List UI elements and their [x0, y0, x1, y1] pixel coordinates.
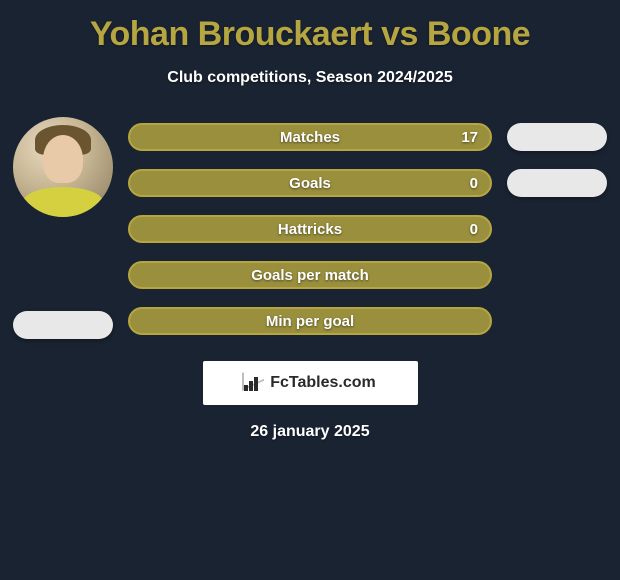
comparison-grid: Matches 17 Goals 0 Hattricks 0 Goals per… [0, 117, 620, 339]
stat-value: 0 [470, 221, 478, 238]
stat-row-goals: Goals 0 [128, 169, 492, 197]
avatar-face [43, 135, 83, 183]
chart-icon [244, 373, 264, 393]
stat-label: Matches [280, 129, 340, 146]
stat-row-matches: Matches 17 [128, 123, 492, 151]
subtitle: Club competitions, Season 2024/2025 [0, 69, 620, 87]
date-label: 26 january 2025 [0, 423, 620, 441]
stat-label: Min per goal [266, 313, 354, 330]
left-indicator-pill [13, 311, 113, 339]
page-title: Yohan Brouckaert vs Boone [0, 15, 620, 54]
stat-row-goals-per-match: Goals per match [128, 261, 492, 289]
stat-value: 17 [461, 129, 478, 146]
stat-value: 0 [470, 175, 478, 192]
player-left-avatar [13, 117, 113, 217]
brand-box[interactable]: FcTables.com [203, 361, 418, 405]
stat-row-min-per-goal: Min per goal [128, 307, 492, 335]
stat-label: Goals [289, 175, 331, 192]
brand-text: FcTables.com [270, 374, 376, 392]
player-left-column [8, 117, 118, 339]
right-indicator-pill [507, 169, 607, 197]
stat-label: Hattricks [278, 221, 342, 238]
stats-column: Matches 17 Goals 0 Hattricks 0 Goals per… [128, 117, 492, 335]
stat-row-hattricks: Hattricks 0 [128, 215, 492, 243]
stat-label: Goals per match [251, 267, 369, 284]
player-right-column [502, 117, 612, 197]
comparison-container: Yohan Brouckaert vs Boone Club competiti… [0, 0, 620, 451]
right-indicator-pill [507, 123, 607, 151]
avatar-shirt [23, 187, 103, 217]
